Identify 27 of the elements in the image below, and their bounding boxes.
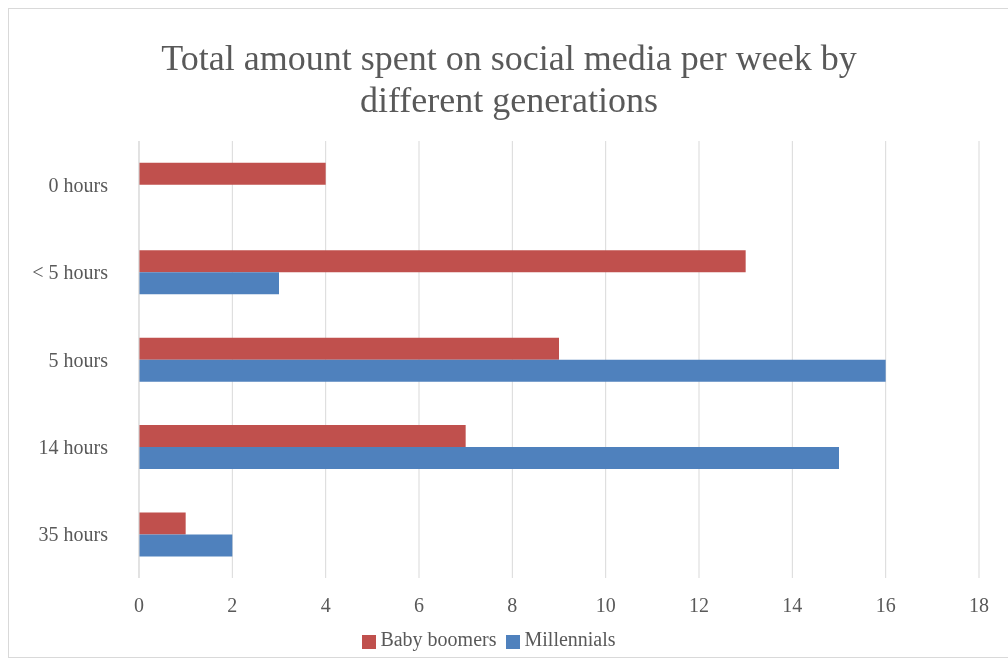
bar	[139, 534, 233, 557]
x-tick-label: 2	[227, 594, 238, 617]
bar	[139, 425, 466, 448]
x-tick-label: 6	[414, 594, 424, 617]
bar	[139, 512, 186, 535]
bar	[139, 162, 326, 185]
bar	[139, 272, 279, 295]
y-tick-label: 0 hours	[48, 173, 109, 196]
x-tick-label: 16	[875, 594, 896, 617]
bar	[139, 337, 559, 360]
chart-title: Total amount spent on social media per week by different generations	[160, 37, 858, 121]
legend-label: Millennials	[524, 628, 616, 650]
bar	[139, 250, 746, 273]
y-tick-label: 14 hours	[38, 436, 109, 458]
bar	[139, 447, 839, 470]
legend-label: Baby boomers	[380, 628, 497, 650]
bar	[139, 359, 886, 382]
y-tick-label: < 5 hours	[32, 261, 109, 284]
y-tick-label: 35 hours	[38, 523, 109, 546]
x-tick-label: 10	[595, 594, 616, 617]
y-tick-label: 5 hours	[48, 348, 109, 371]
x-tick-label: 14	[782, 594, 803, 617]
x-tick-label: 12	[689, 594, 709, 617]
x-tick-label: 4	[320, 594, 331, 617]
x-tick-label: 8	[507, 594, 518, 617]
x-tick-label: 0	[134, 594, 144, 617]
x-tick-label: 18	[969, 594, 989, 617]
